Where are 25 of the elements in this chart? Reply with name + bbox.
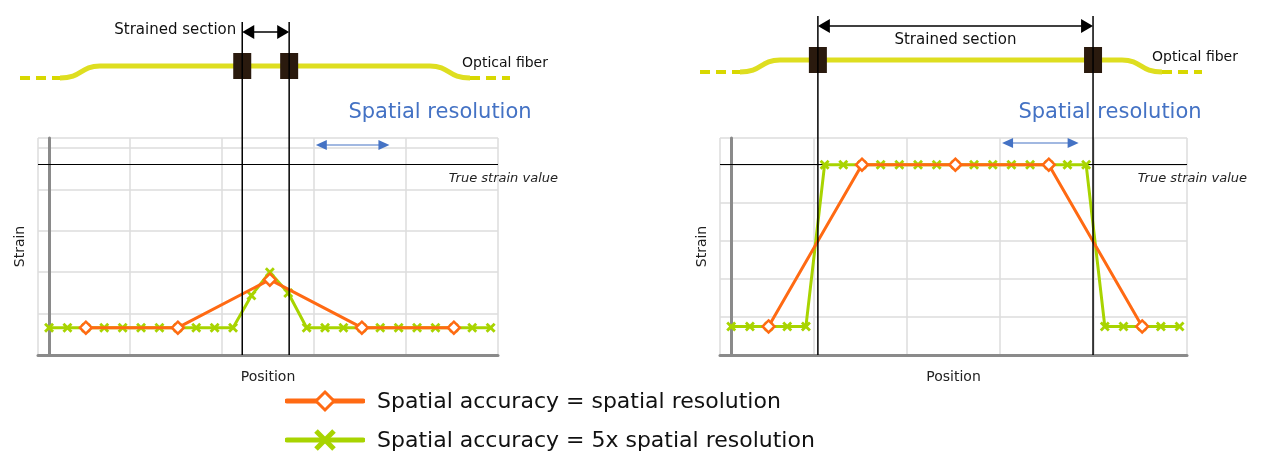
point: [467, 322, 478, 333]
y-axis-title: Strain: [693, 225, 709, 268]
point: [191, 322, 202, 333]
point: [228, 322, 239, 333]
x-axis-title: Position: [926, 368, 981, 384]
legend-label: Spatial accuracy = spatial resolution: [377, 388, 781, 413]
point: [44, 322, 55, 333]
point: [62, 322, 73, 333]
text: Optical fiber: [1152, 48, 1238, 64]
point: [485, 322, 496, 333]
y-axis-title: Strain: [11, 225, 27, 268]
point: [301, 322, 312, 333]
text: Spatial resolution: [348, 99, 532, 123]
point: [262, 272, 278, 287]
x-axis-title: Position: [240, 368, 296, 384]
text: Strained section: [114, 20, 237, 38]
text: Optical fiber: [462, 54, 548, 70]
point: [320, 322, 331, 333]
text: Strained section: [894, 30, 1017, 48]
point: [338, 322, 349, 333]
ref-line-label: True strain value: [1137, 169, 1247, 185]
text: Spatial resolution: [1018, 99, 1202, 123]
point: [209, 322, 220, 333]
legend-label: Spatial accuracy = 5x spatial resolution: [377, 427, 815, 452]
ref-line-label: True strain value: [448, 169, 558, 185]
